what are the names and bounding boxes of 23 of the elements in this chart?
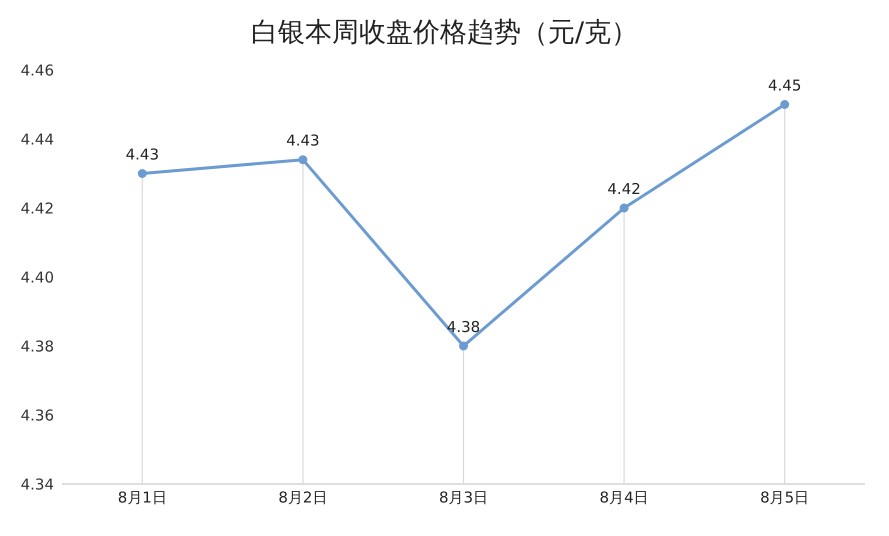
x-tick-label: 8月5日 xyxy=(760,488,810,507)
point xyxy=(459,342,468,350)
x-tick-label: 8月2日 xyxy=(278,488,328,507)
x-tick-label: 8月4日 xyxy=(600,488,649,507)
y-tick-label: 4.42 xyxy=(20,199,54,218)
y-tick-label: 4.40 xyxy=(20,268,54,286)
y-tick-label: 4.36 xyxy=(20,406,54,424)
data-label: 4.42 xyxy=(607,180,641,198)
y-tick-label: 4.34 xyxy=(20,475,54,494)
point xyxy=(780,100,790,109)
chart-title: 白银本周收盘价格趋势（元/克） xyxy=(250,16,640,50)
data-label: 4.43 xyxy=(126,146,160,164)
y-tick-label: 4.38 xyxy=(20,337,54,356)
point xyxy=(138,169,147,178)
point xyxy=(620,204,629,212)
y-tick-label: 4.46 xyxy=(20,61,54,80)
x-tick-label: 8月3日 xyxy=(438,488,488,507)
data-label: 4.38 xyxy=(446,318,480,336)
y-tick-label: 4.44 xyxy=(20,130,54,148)
data-label: 4.45 xyxy=(768,76,802,94)
data-label: 4.43 xyxy=(286,132,320,150)
point xyxy=(298,155,308,164)
x-tick-label: 8月1日 xyxy=(118,488,167,507)
